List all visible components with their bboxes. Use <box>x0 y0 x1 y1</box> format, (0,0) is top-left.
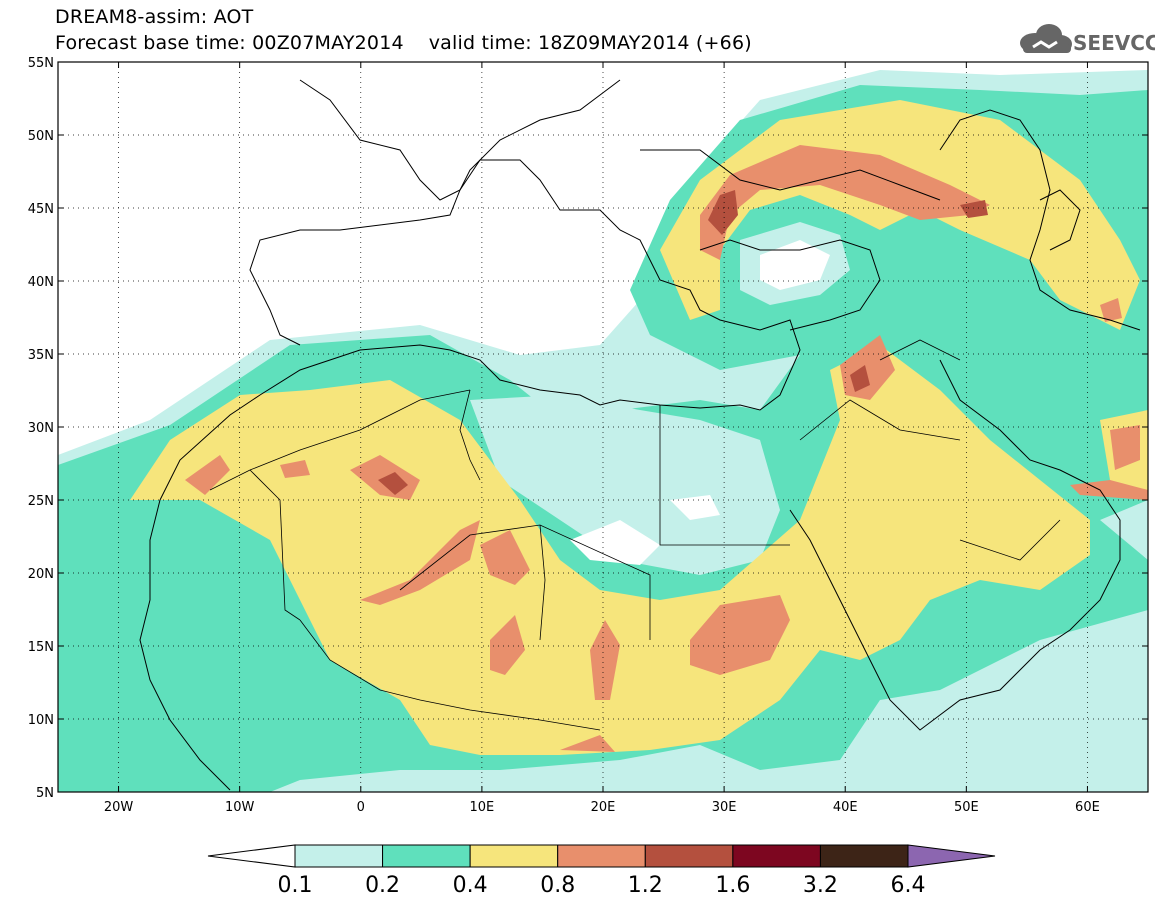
colorbar-label: 1.2 <box>628 873 663 898</box>
lat-label: 30N <box>28 421 54 436</box>
colorbar-label: 0.4 <box>453 873 488 898</box>
lat-label: 25N <box>28 494 54 509</box>
lat-label: 20N <box>28 567 54 582</box>
coastlines <box>139 79 1141 791</box>
colorbar-label: 0.1 <box>278 873 313 898</box>
colorbar-swatch <box>819 844 909 868</box>
lon-label: 60E <box>1075 800 1100 815</box>
colorbar-low-arrow <box>207 844 296 868</box>
lon-label: 10E <box>470 800 495 815</box>
colorbar-swatch <box>469 844 559 868</box>
lon-label: 10W <box>225 800 255 815</box>
colorbar-swatch <box>557 844 646 868</box>
lat-label: 45N <box>28 202 54 217</box>
lat-label: 15N <box>28 640 54 655</box>
lon-label: 40E <box>833 800 858 815</box>
lon-label: 20E <box>591 800 616 815</box>
map-title: DREAM8-assim: AOT <box>55 6 254 28</box>
latitude-labels: 55N 50N 45N 40N 35N 30N 25N 20N 15N 10N 5N <box>28 56 54 801</box>
longitude-labels: 20W 10W 0 10E 20E 30E 40E 50E 60E <box>104 800 1100 815</box>
colorbar-swatch <box>294 844 384 868</box>
country-borders <box>209 339 1061 731</box>
forecast-times: Forecast base time: 00Z07MAY2014 valid t… <box>55 32 752 54</box>
axis-ticks <box>58 61 1148 793</box>
logo-text: SEEVCCC <box>1073 31 1155 55</box>
lat-label: 40N <box>28 275 54 290</box>
colorbar-label: 6.4 <box>891 873 926 898</box>
colorbar-labels: 0.1 0.2 0.4 0.8 1.2 1.6 3.2 6.4 <box>278 873 926 898</box>
lon-label: 50E <box>954 800 979 815</box>
colorbar-swatch <box>382 844 471 868</box>
colorbar-label: 0.8 <box>540 873 575 898</box>
colorbar-label: 1.6 <box>715 873 750 898</box>
lat-label: 50N <box>28 129 54 144</box>
lat-label: 35N <box>28 348 54 363</box>
lon-label: 20W <box>104 800 134 815</box>
colorbar-swatch <box>644 844 734 868</box>
colorbar-label: 0.2 <box>365 873 400 898</box>
colorbar <box>207 844 996 868</box>
lon-label: 0 <box>357 800 365 815</box>
colorbar-swatch <box>732 844 821 868</box>
lon-label: 30E <box>712 800 737 815</box>
seevccc-logo: SEEVCCC <box>1020 24 1155 55</box>
lat-label: 5N <box>36 786 54 801</box>
lat-label: 10N <box>28 713 54 728</box>
map-grid <box>58 62 1148 792</box>
colorbar-high-arrow <box>907 844 996 868</box>
cloud-icon <box>1020 24 1072 53</box>
colorbar-label: 3.2 <box>803 873 838 898</box>
lat-label: 55N <box>28 56 54 71</box>
